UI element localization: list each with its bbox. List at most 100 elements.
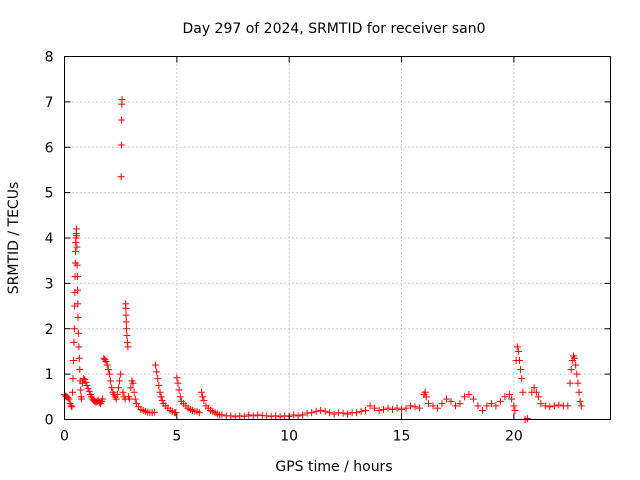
data-point bbox=[511, 406, 519, 414]
data-point bbox=[122, 311, 130, 319]
data-point bbox=[118, 116, 126, 124]
data-point bbox=[308, 409, 316, 417]
x-tick-label: 5 bbox=[172, 429, 181, 445]
data-point bbox=[64, 394, 72, 402]
data-point bbox=[550, 402, 558, 410]
data-point bbox=[451, 402, 459, 410]
data-point bbox=[487, 400, 495, 408]
data-point bbox=[155, 381, 163, 389]
data-point bbox=[398, 406, 406, 414]
data-point bbox=[483, 402, 491, 410]
data-point bbox=[514, 347, 522, 355]
data-point bbox=[433, 404, 441, 412]
x-tick-label: 20 bbox=[505, 429, 523, 445]
data-point bbox=[339, 409, 347, 417]
data-point bbox=[73, 243, 81, 251]
data-point bbox=[78, 395, 86, 403]
data-point bbox=[555, 401, 563, 409]
y-tick-label: 4 bbox=[45, 231, 54, 247]
data-point bbox=[575, 388, 583, 396]
data-point bbox=[537, 400, 545, 408]
data-point bbox=[425, 400, 432, 408]
data-point bbox=[156, 388, 164, 396]
data-point bbox=[541, 402, 549, 410]
y-axis-label: SRMTID / TECUs bbox=[6, 182, 22, 295]
y-tick-label: 1 bbox=[45, 367, 54, 383]
data-point bbox=[119, 388, 127, 396]
data-point bbox=[157, 393, 165, 401]
data-point bbox=[99, 395, 107, 403]
grid bbox=[64, 56, 611, 420]
data-point bbox=[176, 393, 184, 401]
data-point bbox=[154, 375, 162, 383]
data-point bbox=[130, 388, 138, 396]
data-point bbox=[572, 361, 580, 369]
data-point bbox=[357, 407, 365, 415]
data-point bbox=[407, 402, 415, 410]
data-point bbox=[438, 400, 446, 408]
data-point bbox=[173, 374, 181, 382]
data-point bbox=[70, 338, 78, 346]
data-point bbox=[371, 404, 379, 412]
data-point bbox=[122, 304, 130, 312]
data-point bbox=[68, 403, 76, 411]
data-point bbox=[576, 397, 584, 405]
data-point bbox=[564, 402, 572, 410]
data-point bbox=[299, 411, 307, 419]
data-point bbox=[571, 354, 579, 362]
data-point bbox=[577, 402, 585, 410]
data-point bbox=[218, 411, 226, 419]
x-tick-label: 15 bbox=[393, 429, 411, 445]
data-point bbox=[85, 387, 93, 395]
y-tick-label: 3 bbox=[45, 276, 54, 292]
data-point bbox=[380, 406, 388, 414]
y-tick-label: 6 bbox=[45, 140, 54, 156]
data-point bbox=[175, 386, 183, 394]
data-point bbox=[112, 395, 120, 403]
data-point bbox=[465, 391, 473, 399]
data-point bbox=[402, 404, 410, 412]
data-point bbox=[107, 377, 115, 385]
data-points bbox=[61, 96, 585, 423]
data-point bbox=[326, 409, 334, 417]
data-point bbox=[516, 357, 523, 365]
data-point bbox=[447, 397, 455, 405]
data-point bbox=[574, 379, 582, 387]
axis-ticks: 0 5 10 15 20 0 1 2 3 4 5 6 7 8 bbox=[45, 50, 611, 445]
data-point bbox=[127, 384, 135, 392]
data-point bbox=[123, 332, 131, 340]
data-point bbox=[505, 391, 513, 399]
x-axis-label: GPS time / hours bbox=[275, 459, 392, 475]
data-point bbox=[532, 388, 540, 396]
data-point bbox=[567, 366, 575, 374]
data-point bbox=[375, 406, 383, 414]
data-point bbox=[153, 368, 161, 376]
data-point bbox=[82, 378, 90, 386]
x-tick-label: 10 bbox=[280, 429, 298, 445]
data-point bbox=[104, 366, 112, 374]
data-point bbox=[384, 404, 392, 412]
data-point bbox=[530, 384, 538, 392]
data-point bbox=[72, 225, 80, 233]
data-point bbox=[172, 409, 180, 417]
data-point bbox=[492, 402, 500, 410]
data-point bbox=[245, 411, 253, 419]
data-point bbox=[77, 386, 85, 394]
data-point bbox=[227, 412, 235, 420]
data-point bbox=[78, 379, 86, 387]
data-point bbox=[501, 393, 509, 401]
data-point bbox=[508, 395, 516, 403]
data-point bbox=[535, 393, 543, 401]
data-point bbox=[73, 261, 81, 269]
data-point bbox=[73, 232, 81, 240]
data-point bbox=[456, 400, 464, 408]
data-point bbox=[122, 318, 130, 326]
data-point bbox=[80, 375, 88, 383]
data-point bbox=[272, 412, 280, 420]
data-point bbox=[76, 366, 84, 374]
data-point bbox=[195, 409, 203, 417]
data-point bbox=[366, 402, 374, 410]
y-tick-label: 7 bbox=[45, 95, 54, 111]
data-point bbox=[65, 395, 73, 403]
data-point bbox=[75, 343, 83, 351]
